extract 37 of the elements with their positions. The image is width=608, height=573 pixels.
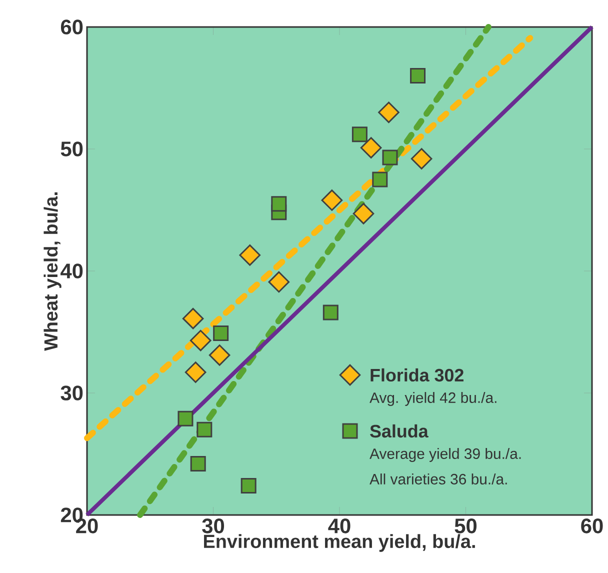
legend-label: Saluda bbox=[370, 424, 428, 438]
annotation: All varieties 36 bu./a. bbox=[370, 474, 507, 484]
x-tick-label: 40 bbox=[328, 518, 350, 534]
point bbox=[271, 196, 287, 212]
annotation: Avg. yield 42 bu./a. bbox=[370, 392, 496, 406]
point bbox=[352, 203, 374, 224]
point bbox=[382, 150, 398, 166]
point bbox=[240, 478, 256, 494]
y-tick-label: 50 bbox=[60, 142, 83, 156]
point bbox=[190, 456, 206, 472]
point bbox=[190, 330, 212, 352]
y-tick-label: 60 bbox=[60, 20, 83, 34]
point bbox=[239, 244, 261, 266]
x-tick-label: 60 bbox=[581, 518, 603, 534]
point bbox=[184, 362, 206, 383]
x-tick-label: 50 bbox=[454, 518, 477, 534]
point bbox=[196, 422, 212, 438]
y-tick-label: 40 bbox=[60, 264, 83, 278]
point bbox=[410, 148, 432, 170]
annotation: Average yield 39 bu./a. bbox=[370, 448, 521, 462]
point bbox=[372, 172, 388, 188]
point bbox=[178, 410, 194, 426]
legend-label: Florida 302 bbox=[370, 368, 464, 382]
point bbox=[268, 271, 290, 293]
point bbox=[182, 308, 204, 330]
point bbox=[352, 126, 368, 142]
point bbox=[208, 344, 230, 366]
x-axis-title: Environment mean yield, bu/a. bbox=[204, 534, 475, 552]
point bbox=[322, 304, 338, 320]
point bbox=[321, 190, 343, 211]
x-tick-label: 30 bbox=[202, 518, 224, 534]
point bbox=[360, 137, 382, 158]
y-axis-title: Wheat yield, bu/a. bbox=[44, 192, 62, 351]
point bbox=[410, 68, 426, 84]
y-tick-label: 30 bbox=[60, 386, 83, 400]
point bbox=[213, 325, 229, 341]
point bbox=[378, 102, 400, 124]
